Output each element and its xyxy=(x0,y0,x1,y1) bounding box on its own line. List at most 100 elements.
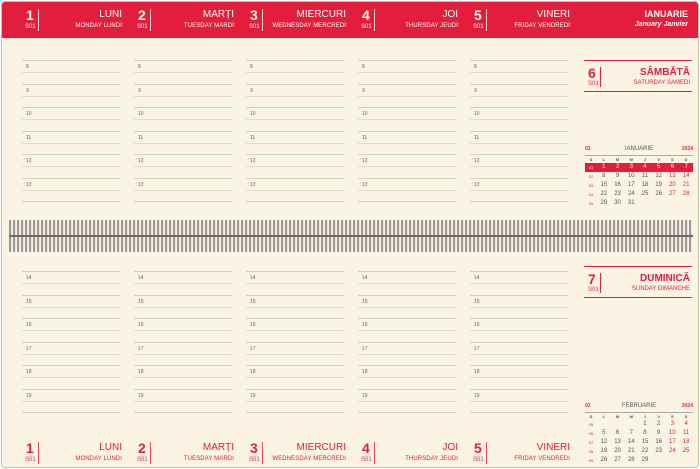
hour-slot[interactable]: 15 xyxy=(358,294,456,318)
hour-slot[interactable]: 18 xyxy=(246,365,344,388)
calendar-day[interactable]: 19 xyxy=(655,182,662,188)
calendar-day[interactable]: 24 xyxy=(627,191,635,197)
calendar-day[interactable]: 15 xyxy=(641,439,649,445)
calendar-day[interactable]: 25 xyxy=(641,191,649,197)
hour-slot[interactable]: 12 xyxy=(22,154,120,177)
calendar-day[interactable]: 17 xyxy=(669,439,676,445)
hour-slot[interactable]: 15 xyxy=(246,294,344,318)
calendar-day[interactable]: 5 xyxy=(651,163,666,172)
calendar-day[interactable] xyxy=(624,420,638,429)
day-footer-wednesday[interactable]: 3 S01 MIERCURI WEDNESDAY MERCREDI xyxy=(240,435,352,467)
calendar-day[interactable] xyxy=(638,199,652,208)
day-header-friday[interactable]: 5 S01 VINERI FRIDAY VENDREDI xyxy=(464,2,576,38)
calendar-day[interactable]: 20 xyxy=(669,182,676,188)
day-header-monday[interactable]: 1 S01 LUNI MONDAY LUNDI xyxy=(16,2,128,38)
hour-slot[interactable]: 8 xyxy=(246,60,344,83)
hour-slot[interactable]: 18 xyxy=(22,365,120,388)
hour-slot[interactable]: 19 xyxy=(22,388,120,412)
hour-slot[interactable]: 13 xyxy=(22,177,120,201)
calendar-day[interactable]: 23 xyxy=(655,448,662,454)
day-header-tuesday[interactable]: 2 S01 MARȚI TUESDAY MARDI xyxy=(128,2,240,38)
hour-slot[interactable]: 9 xyxy=(246,83,344,107)
calendar-day[interactable]: 14 xyxy=(627,439,635,445)
hour-slot[interactable]: 18 xyxy=(470,365,568,388)
hour-slot[interactable]: 13 xyxy=(358,177,456,201)
day-header-wednesday[interactable]: 3 S01 MIERCURI WEDNESDAY MERCREDI xyxy=(240,2,352,38)
hour-slot[interactable]: 10 xyxy=(358,107,456,130)
calendar-day[interactable]: 1 xyxy=(643,421,647,427)
calendar-day[interactable]: 21 xyxy=(682,182,690,188)
calendar-day[interactable]: 11 xyxy=(682,430,690,436)
calendar-day[interactable]: 3 xyxy=(670,421,675,427)
hour-slot[interactable]: 8 xyxy=(358,60,456,83)
hour-slot[interactable]: 16 xyxy=(470,318,568,341)
calendar-day[interactable]: 21 xyxy=(627,448,635,454)
calendar-day[interactable]: 10 xyxy=(627,173,635,179)
hour-slot[interactable]: 9 xyxy=(22,83,120,107)
calendar-day[interactable] xyxy=(597,420,611,429)
day-footer-friday[interactable]: 5 S01 VINERI FRIDAY VENDREDI xyxy=(464,435,576,467)
hour-slot[interactable]: 11 xyxy=(134,130,232,154)
day-footer-tuesday[interactable]: 2 S01 MARȚI TUESDAY MARDI xyxy=(128,435,240,467)
calendar-day[interactable]: 15 xyxy=(600,182,608,188)
hour-slot[interactable]: 18 xyxy=(358,365,456,388)
hour-slot[interactable]: 13 xyxy=(246,177,344,201)
hour-slot[interactable]: 12 xyxy=(134,154,232,177)
calendar-day[interactable] xyxy=(679,199,693,208)
calendar-day[interactable]: 3 xyxy=(624,163,639,172)
hour-slot[interactable]: 10 xyxy=(246,107,344,130)
hour-slot[interactable]: 16 xyxy=(358,318,456,341)
calendar-day[interactable]: 27 xyxy=(669,191,676,197)
calendar-day[interactable]: 27 xyxy=(614,457,621,463)
calendar-day[interactable]: 13 xyxy=(669,173,676,179)
calendar-day[interactable]: 18 xyxy=(682,439,690,445)
hour-slot[interactable]: 17 xyxy=(22,341,120,365)
calendar-day[interactable] xyxy=(652,199,666,208)
calendar-day[interactable]: 9 xyxy=(615,173,620,179)
hour-slot[interactable]: 9 xyxy=(134,83,232,107)
hour-slot[interactable]: 14 xyxy=(470,271,568,294)
calendar-day[interactable]: 31 xyxy=(627,200,635,206)
calendar-day[interactable]: 5 xyxy=(602,430,606,436)
hour-slot[interactable]: 19 xyxy=(358,388,456,412)
calendar-day[interactable]: 29 xyxy=(641,457,649,463)
calendar-day[interactable]: 7 xyxy=(629,430,633,436)
hour-slot[interactable]: 14 xyxy=(246,271,344,294)
calendar-day[interactable]: 26 xyxy=(655,191,662,197)
hour-slot[interactable]: 15 xyxy=(134,294,232,318)
hour-slot[interactable]: 9 xyxy=(358,83,456,107)
hour-slot[interactable]: 11 xyxy=(246,130,344,154)
day-footer-thursday[interactable]: 4 S01 JOI THURSDAY JEUDI xyxy=(352,435,464,467)
calendar-day[interactable]: 17 xyxy=(627,182,635,188)
calendar-day[interactable]: 28 xyxy=(682,191,690,197)
hour-slot[interactable]: 13 xyxy=(134,177,232,201)
calendar-day[interactable]: 16 xyxy=(655,439,662,445)
calendar-day[interactable]: 11 xyxy=(641,173,649,179)
hour-slot[interactable]: 13 xyxy=(470,177,568,201)
saturday-header[interactable]: 6 S01 SÂMBĂTĂ SATURDAY SAMEDI xyxy=(584,60,692,92)
calendar-day[interactable]: 4 xyxy=(638,163,652,172)
calendar-day[interactable]: 30 xyxy=(614,200,621,206)
hour-slot[interactable]: 17 xyxy=(470,341,568,365)
hour-slot[interactable]: 12 xyxy=(246,154,344,177)
hour-slot[interactable]: 11 xyxy=(358,130,456,154)
calendar-day[interactable]: 6 xyxy=(615,430,620,436)
calendar-day[interactable]: 18 xyxy=(641,182,649,188)
calendar-day[interactable]: 6 xyxy=(665,163,680,172)
calendar-day[interactable]: 23 xyxy=(614,191,621,197)
hour-slot[interactable]: 14 xyxy=(134,271,232,294)
day-footer-monday[interactable]: 1 S01 LUNI MONDAY LUNDI xyxy=(16,435,128,467)
calendar-day[interactable]: 2 xyxy=(656,421,661,427)
hour-slot[interactable]: 17 xyxy=(358,341,456,365)
calendar-day[interactable]: 24 xyxy=(669,448,676,454)
calendar-day[interactable]: 25 xyxy=(682,448,690,454)
hour-slot[interactable]: 14 xyxy=(358,271,456,294)
hour-slot[interactable]: 16 xyxy=(22,318,120,341)
calendar-day[interactable]: 4 xyxy=(684,421,688,427)
calendar-day[interactable]: 2 xyxy=(610,163,625,172)
hour-slot[interactable]: 9 xyxy=(470,83,568,107)
calendar-day[interactable]: 8 xyxy=(602,173,606,179)
hour-slot[interactable]: 17 xyxy=(246,341,344,365)
hour-slot[interactable]: 8 xyxy=(470,60,568,83)
hour-slot[interactable]: 15 xyxy=(470,294,568,318)
